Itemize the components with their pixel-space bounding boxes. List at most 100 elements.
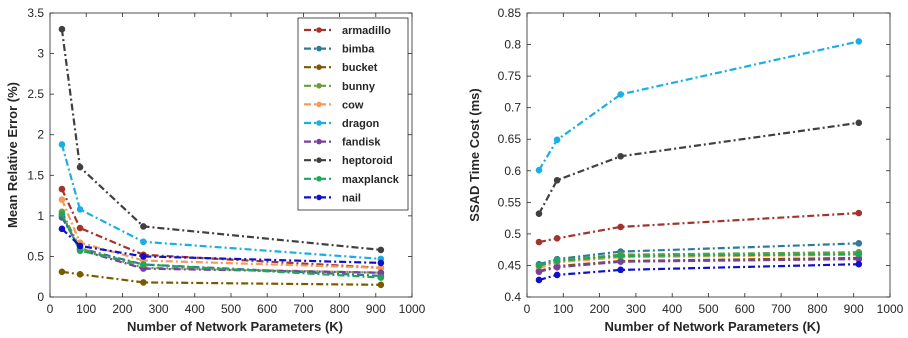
y-tick-label: 0.6 (504, 164, 521, 178)
series-bucket-line (61, 270, 381, 286)
series-bucket-point (76, 270, 84, 278)
x-tick-label: 700 (293, 302, 313, 316)
series-line-7-point (617, 258, 624, 265)
x-tick-label: 900 (366, 302, 386, 316)
series-armadillo-line (60, 188, 381, 269)
series-cow-line (60, 199, 381, 269)
series-nail-point (58, 225, 66, 233)
legend-label-bimba: bimba (342, 44, 375, 56)
series-line-9-line (538, 253, 859, 267)
y-tick-label: 3.5 (27, 6, 44, 20)
series-heptoroid-point (58, 25, 66, 33)
legend-label-nail: nail (342, 192, 361, 204)
legend-label-armadillo: armadillo (342, 25, 391, 37)
y-axis-label: Mean Relative Error (%) (5, 82, 20, 228)
y-tick-label: 0.65 (498, 132, 522, 146)
x-tick-label: 900 (844, 302, 864, 316)
series-heptoroid-point (76, 163, 84, 171)
y-tick-label: 2 (37, 128, 44, 142)
x-tick-label: 1000 (877, 302, 904, 316)
series-maxplanck-line (60, 213, 381, 279)
x-tick-label: 500 (221, 302, 241, 316)
legend-marker-bimba (316, 45, 322, 52)
series-line-10-line (538, 263, 859, 282)
x-tick-label: 100 (553, 302, 573, 316)
series-line-10-point (553, 271, 561, 279)
x-tick-label: 200 (112, 302, 132, 316)
y-tick-label: 0 (37, 290, 44, 304)
series-line-8-point (553, 176, 561, 184)
series-dragon-line (60, 144, 381, 260)
legend-label-cow: cow (342, 99, 364, 111)
series-line-1-point (855, 209, 863, 217)
y-tick-label: 0.75 (498, 69, 522, 83)
series-armadillo-point (76, 224, 84, 232)
x-tick-label: 1000 (399, 302, 426, 316)
x-axis-label: Number of Network Parameters (K) (127, 319, 343, 334)
x-tick-label: 0 (47, 302, 54, 316)
y-tick-label: 1 (37, 209, 44, 223)
x-tick-label: 0 (524, 302, 531, 316)
series-heptoroid-point (377, 246, 385, 254)
x-tick-label: 400 (662, 302, 682, 316)
x-tick-label: 600 (257, 302, 277, 316)
series-line-9-point (553, 257, 561, 265)
legend-marker-fandisk (316, 138, 322, 145)
x-axis-label: Number of Network Parameters (K) (605, 319, 821, 334)
series-line-2-line (538, 242, 859, 266)
series-line-7-point (553, 264, 561, 271)
y-axis-label: SSAD Time Cost (ms) (467, 88, 482, 221)
y-tick-label: 0.4 (504, 290, 521, 304)
series-maxplanck-point (140, 261, 147, 268)
series-bucket-point (58, 268, 66, 276)
y-tick-label: 3 (37, 47, 44, 61)
legend-label-bunny: bunny (342, 81, 376, 93)
series-line-6-line (538, 40, 860, 171)
series-maxplanck-point (58, 210, 66, 218)
series-line-1-line (538, 212, 859, 244)
legend-marker-bucket (316, 64, 322, 70)
series-line-10-point (535, 276, 543, 284)
series-armadillo-point (58, 185, 66, 193)
x-tick-label: 700 (771, 302, 791, 316)
series-line-6-point (535, 166, 543, 174)
x-tick-label: 800 (807, 302, 827, 316)
series-dragon-point (76, 206, 84, 213)
legend-label-fandisk: fandisk (342, 137, 381, 149)
x-tick-label: 600 (735, 302, 755, 316)
series-line-10-point (617, 266, 624, 274)
series-line-1-point (617, 223, 624, 231)
x-tick-label: 300 (149, 302, 169, 316)
series-line-8-line (538, 121, 859, 215)
legend-marker-armadillo (316, 27, 322, 33)
series-line-9-point (535, 262, 543, 269)
series-nail-point (76, 242, 84, 250)
legend-label-bucket: bucket (342, 62, 378, 74)
series-line-6-point (617, 91, 624, 98)
y-tick-label: 0.7 (504, 101, 521, 115)
y-tick-label: 0.5 (504, 227, 521, 241)
series-line-9-point (855, 250, 863, 258)
x-tick-label: 800 (330, 302, 350, 316)
series-line-6-point (553, 136, 561, 144)
series-line-10-point (855, 260, 863, 268)
chart-left-mean-relative-error: 0 100 200 300 400 500 600 700 800 900 1000 0 0.5 1 1.5… (5, 6, 426, 334)
x-tick-label: 100 (76, 302, 96, 316)
legend-label-maxplanck: maxplanck (342, 174, 400, 186)
series-line-7-point (535, 268, 543, 276)
series-line-1-point (535, 238, 543, 246)
series-cow-point (58, 196, 66, 203)
series-line-6-point (855, 38, 863, 45)
y-tick-label: 1.5 (27, 168, 44, 182)
legend-marker-cow (316, 101, 322, 108)
y-tick-label: 0.5 (27, 249, 44, 263)
chart-right-ssad-time-cost: 0 100 200 300 400 500 600 700 800 900 1000 0.4 0.45 0… (467, 6, 904, 334)
series-nail-point (140, 253, 147, 260)
series-line-8-point (855, 119, 863, 127)
legend-label-heptoroid: heptoroid (342, 155, 393, 167)
legend-marker-bunny (316, 83, 322, 89)
series-line-1-point (553, 235, 561, 242)
x-tick-label: 500 (698, 302, 718, 316)
series-dragon-point (58, 141, 66, 148)
